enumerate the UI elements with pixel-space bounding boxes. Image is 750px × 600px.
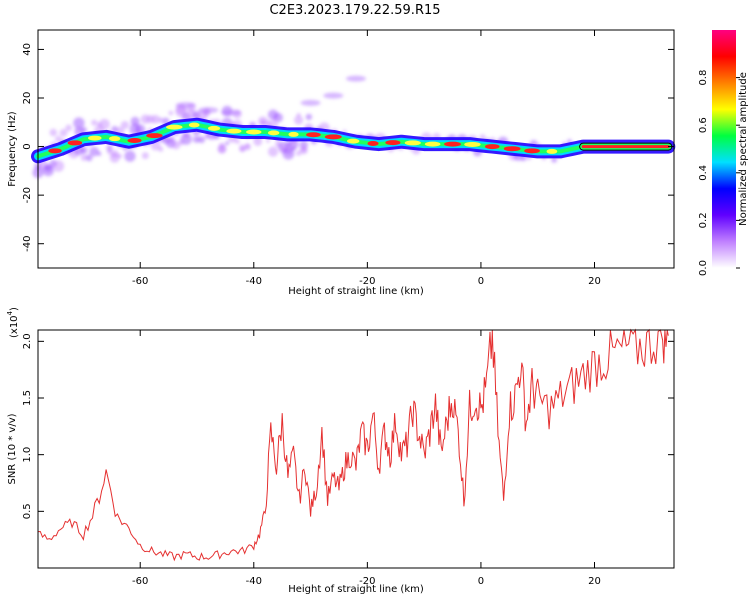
colorbar: 0.0 0.2 0.4 0.6 0.8 Normalized spectral ampl… [698, 30, 749, 276]
snr-panel: -60 -40 -20 0 20 0.5 1.0 1.5 2.0 Height of stra… [6, 307, 675, 595]
spectrogram-x-tick-label: -40 [246, 276, 262, 287]
spectrogram-frame [37, 29, 675, 269]
spectrogram-x-tick-label: 0 [478, 276, 484, 287]
snr-series-line [37, 328, 669, 562]
spectrogram-ylabel: Frequency (Hz) [7, 111, 18, 187]
colorbar-tick-label: 0.8 [698, 70, 709, 86]
colorbar-ticks: 0.0 0.2 0.4 0.6 0.8 [698, 70, 740, 276]
snr-x-tick-label: 0 [478, 576, 484, 587]
snr-y-tick-label: 2.0 [22, 333, 33, 349]
spectrogram-x-tick-label: -60 [132, 276, 148, 287]
spectrogram-ridge [48, 122, 673, 154]
snr-ylabel: SNR (10 * v/v) [7, 413, 18, 484]
svg-text:(x104): (x104) [6, 307, 20, 338]
snr-y-tick-label: 1.5 [22, 390, 33, 406]
spectrogram-y-tick-label: -20 [22, 187, 33, 203]
spectrogram-y-ticks: -40 -20 0 20 40 [22, 43, 674, 252]
figure-title: C2E3.2023.179.22.59.R15 [269, 3, 440, 18]
spectrogram-y-tick-label: -40 [22, 236, 33, 252]
snr-x-tick-label: -60 [132, 576, 148, 587]
spectrogram-panel: -60 -40 -20 0 20 -40 -20 0 20 40 Height of strai… [7, 29, 676, 297]
snr-multiplier-base: (x10 [9, 315, 20, 338]
snr-y-tick-label: 1.0 [22, 447, 33, 463]
snr-x-tick-label: -40 [246, 576, 262, 587]
colorbar-tick-label: 0.6 [698, 117, 709, 133]
snr-y-ticks: 0.5 1.0 1.5 2.0 [22, 333, 674, 519]
colorbar-label: Normalized spectral amplitude [738, 72, 749, 226]
spectrogram-x-ticks: -60 -40 -20 0 20 [132, 30, 601, 287]
spectrogram-xlabel: Height of straight line (km) [288, 286, 424, 297]
snr-x-tick-label: -20 [359, 576, 375, 587]
snr-frame [37, 329, 675, 569]
spectrogram-y-tick-label: 20 [22, 92, 33, 105]
colorbar-tick-label: 0.0 [698, 260, 709, 276]
snr-multiplier-exp: 4 [6, 310, 14, 315]
spectrogram-y-tick-label: 40 [22, 43, 33, 56]
spectrogram-y-tick-label: 0 [22, 143, 33, 149]
snr-multiplier: (x104) [6, 307, 20, 338]
spectrogram-cloud [31, 75, 676, 179]
spectrogram-x-tick-label: 20 [588, 276, 601, 287]
colorbar-tick-label: 0.2 [698, 212, 709, 228]
snr-x-tick-label: 20 [588, 576, 601, 587]
snr-xlabel: Height of straight line (km) [288, 584, 424, 595]
snr-x-ticks: -60 -40 -20 0 20 [132, 330, 601, 587]
colorbar-tick-label: 0.4 [698, 165, 709, 181]
spectrogram-x-tick-label: -20 [359, 276, 375, 287]
colorbar-gradient [712, 30, 736, 268]
snr-y-tick-label: 0.5 [22, 503, 33, 519]
